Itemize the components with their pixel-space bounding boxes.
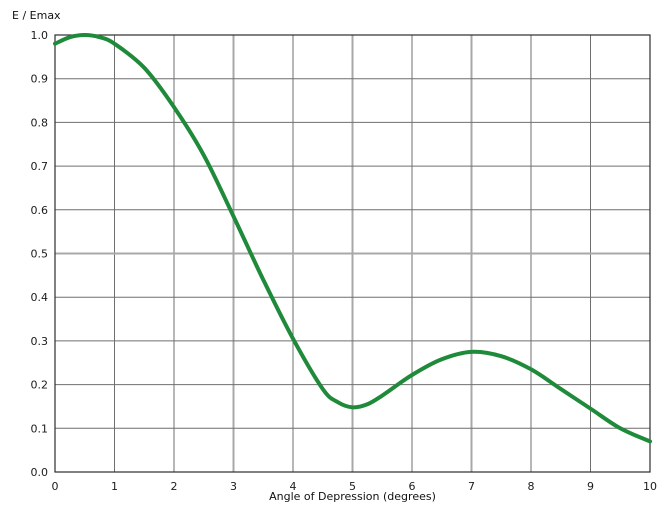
y-tick-label: 0.7: [31, 160, 49, 173]
x-tick-label: 9: [587, 480, 594, 493]
x-tick-label: 5: [349, 480, 356, 493]
x-axis-label: Angle of Depression (degrees): [269, 490, 436, 503]
x-tick-label: 10: [643, 480, 657, 493]
x-tick-labels: 0 1 2 3 4 5 6 7 8 9 10: [52, 480, 658, 493]
y-tick-label: 0.6: [31, 204, 49, 217]
x-tick-label: 4: [290, 480, 297, 493]
x-tick-label: 7: [468, 480, 475, 493]
y-tick-label: 0.3: [31, 335, 49, 348]
y-tick-label: 0.2: [31, 379, 49, 392]
x-tick-label: 6: [409, 480, 416, 493]
y-tick-label: 0.4: [31, 291, 49, 304]
y-tick-label: 1.0: [31, 29, 49, 42]
y-tick-labels: 0.0 0.1 0.2 0.3 0.4 0.5 0.6 0.7 0.8 0.9 1.0: [31, 29, 49, 479]
y-tick-label: 0.0: [31, 466, 49, 479]
plot-frame: [54, 34, 651, 473]
y-tick-label: 0.5: [31, 248, 49, 261]
x-tick-label: 8: [528, 480, 535, 493]
y-tick-label: 0.9: [31, 73, 49, 86]
x-tick-label: 0: [52, 480, 59, 493]
series-line: [53, 33, 652, 444]
grid-lines: [55, 35, 650, 472]
x-tick-label: 3: [230, 480, 237, 493]
y-tick-label: 0.8: [31, 116, 49, 129]
x-tick-label: 1: [111, 480, 118, 493]
x-tick-label: 2: [171, 480, 178, 493]
y-tick-label: 0.1: [31, 422, 49, 435]
y-axis-label: E / Emax: [12, 9, 61, 22]
